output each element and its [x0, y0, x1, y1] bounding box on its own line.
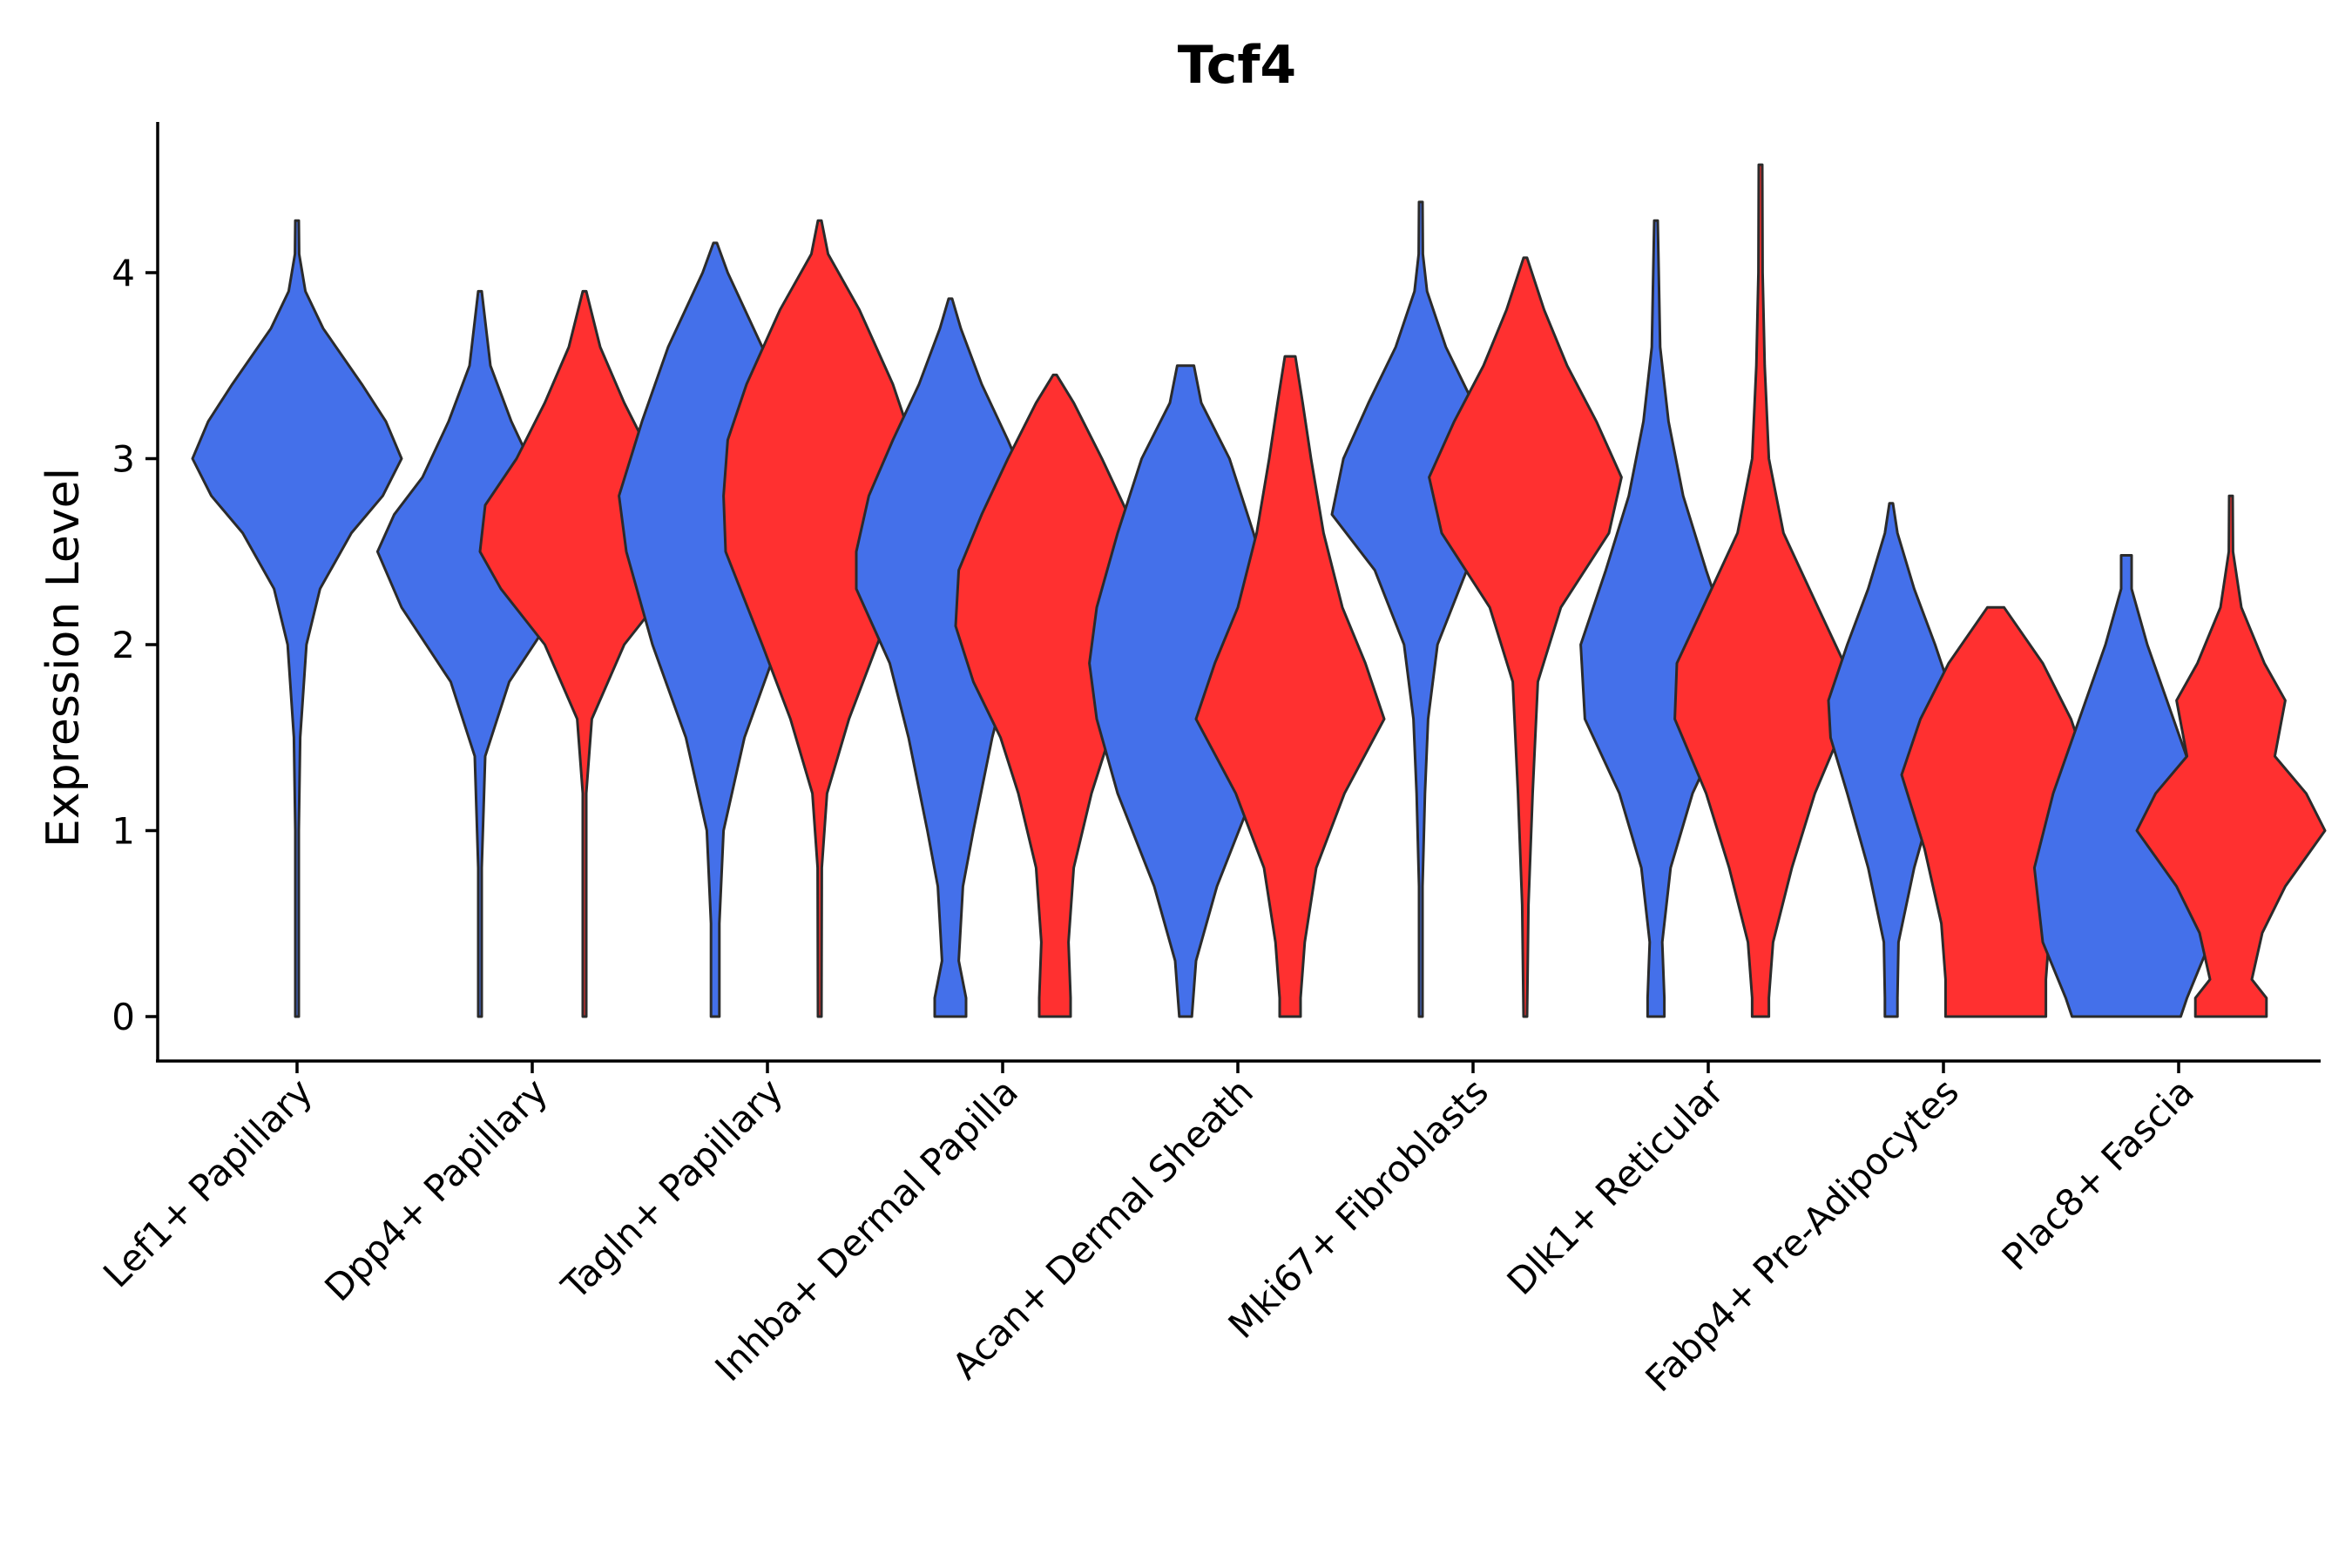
violin-red — [1673, 163, 1848, 1018]
x-tick-label: Tagln+ Papillary — [553, 1070, 791, 1308]
violin-red — [1428, 256, 1623, 1018]
violin-red — [954, 373, 1156, 1018]
y-tick-label: 0 — [112, 996, 135, 1038]
violin-blue — [191, 219, 403, 1018]
y-tick-label: 4 — [112, 252, 135, 294]
chart-title: Tcf4 — [1178, 35, 1296, 96]
violin-blue — [1579, 219, 1733, 1018]
violin-red — [722, 219, 917, 1018]
x-tick-label: Mki67+ Fibroblasts — [1220, 1070, 1497, 1346]
y-tick-label: 3 — [112, 438, 135, 481]
violin-red — [2135, 494, 2327, 1018]
x-tick-label: Plac8+ Fascia — [1994, 1070, 2202, 1278]
violin-blue — [1088, 364, 1283, 1018]
x-tick-label: Dlk1+ Reticular — [1499, 1070, 1733, 1303]
x-tick-label: Dpp4+ Papillary — [316, 1070, 556, 1309]
y-tick-label: 2 — [112, 624, 135, 666]
violin-red — [1194, 355, 1386, 1018]
violin-blue — [1827, 502, 1956, 1018]
x-tick-label: Lef1+ Papillary — [95, 1070, 321, 1295]
y-tick-label: 1 — [112, 810, 135, 853]
y-axis-label: Expression Level — [37, 468, 90, 848]
violin-layer — [191, 163, 2327, 1018]
violin-blue — [1330, 200, 1511, 1018]
y-ticks: 0 1 2 3 4 — [112, 252, 158, 1038]
